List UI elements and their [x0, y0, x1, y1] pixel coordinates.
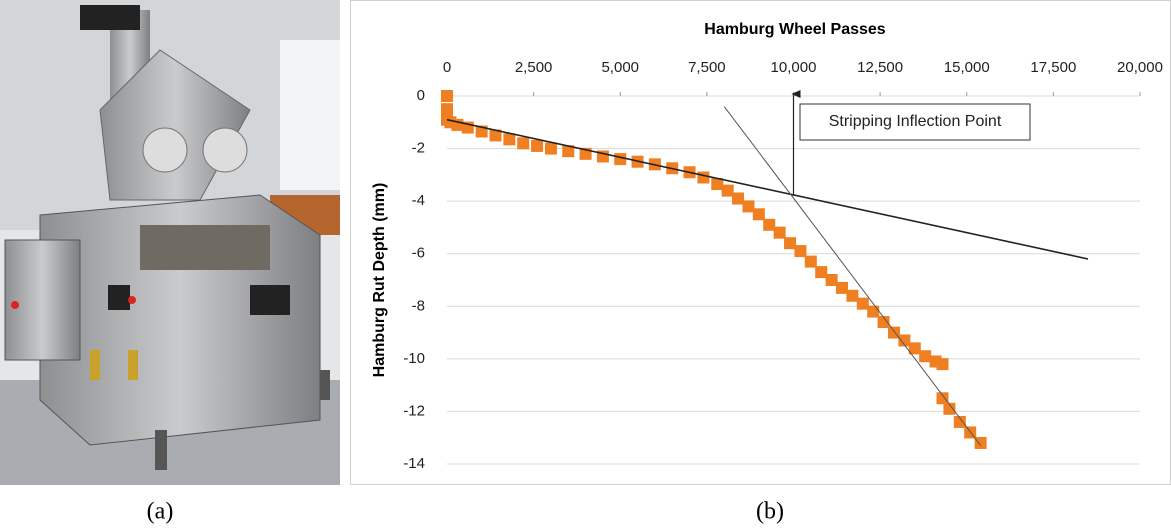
point	[732, 193, 744, 205]
point	[846, 290, 858, 302]
x-tick-label: 10,000	[771, 59, 817, 76]
point	[836, 282, 848, 294]
chart-title: Hamburg Wheel Passes	[704, 21, 886, 38]
x-tick-label: 5,000	[601, 59, 639, 76]
point	[936, 358, 948, 370]
x-tick-label: 17,500	[1030, 59, 1076, 76]
point	[517, 137, 529, 149]
y-tick-label: -10	[403, 350, 425, 367]
point	[763, 219, 775, 231]
point	[503, 133, 515, 145]
point	[936, 392, 948, 404]
point	[441, 103, 453, 115]
y-tick-label: -6	[412, 245, 425, 262]
point	[867, 306, 879, 318]
point	[614, 153, 626, 165]
point	[919, 350, 931, 362]
point	[815, 266, 827, 278]
x-tick-label: 20,000	[1117, 59, 1163, 76]
x-tick-label: 7,500	[688, 59, 726, 76]
x-tick-label: 0	[443, 59, 451, 76]
page: (a) (b) Hamburg Wheel Passes Hamburg Rut…	[0, 0, 1171, 527]
y-tick-label: 0	[417, 87, 425, 104]
y-tick-label: -12	[403, 402, 425, 419]
point	[697, 171, 709, 183]
point	[857, 298, 869, 310]
point	[722, 185, 734, 197]
point	[753, 208, 765, 220]
point	[545, 143, 557, 155]
point	[805, 256, 817, 268]
point	[742, 200, 754, 212]
y-tick-label: -2	[412, 140, 425, 157]
photo	[0, 0, 340, 485]
y-tick-label: -8	[412, 297, 425, 314]
x-tick-label: 2,500	[515, 59, 553, 76]
x-tick-label: 12,500	[857, 59, 903, 76]
figure: (a) (b) Hamburg Wheel Passes Hamburg Rut…	[0, 0, 1171, 527]
point	[975, 437, 987, 449]
point	[826, 274, 838, 286]
point	[531, 140, 543, 152]
point	[441, 90, 453, 102]
point	[794, 245, 806, 257]
caption: (b)	[756, 499, 784, 525]
point	[774, 227, 786, 239]
caption: (a)	[147, 499, 174, 525]
point	[784, 237, 796, 249]
annotation-text: Stripping Inflection Point	[829, 113, 1002, 130]
y-tick-label: -14	[403, 455, 425, 472]
x-tick-label: 15,000	[944, 59, 990, 76]
y-tick-label: -4	[412, 192, 425, 209]
y-axis-label: Hamburg Rut Depth (mm)	[371, 183, 388, 378]
